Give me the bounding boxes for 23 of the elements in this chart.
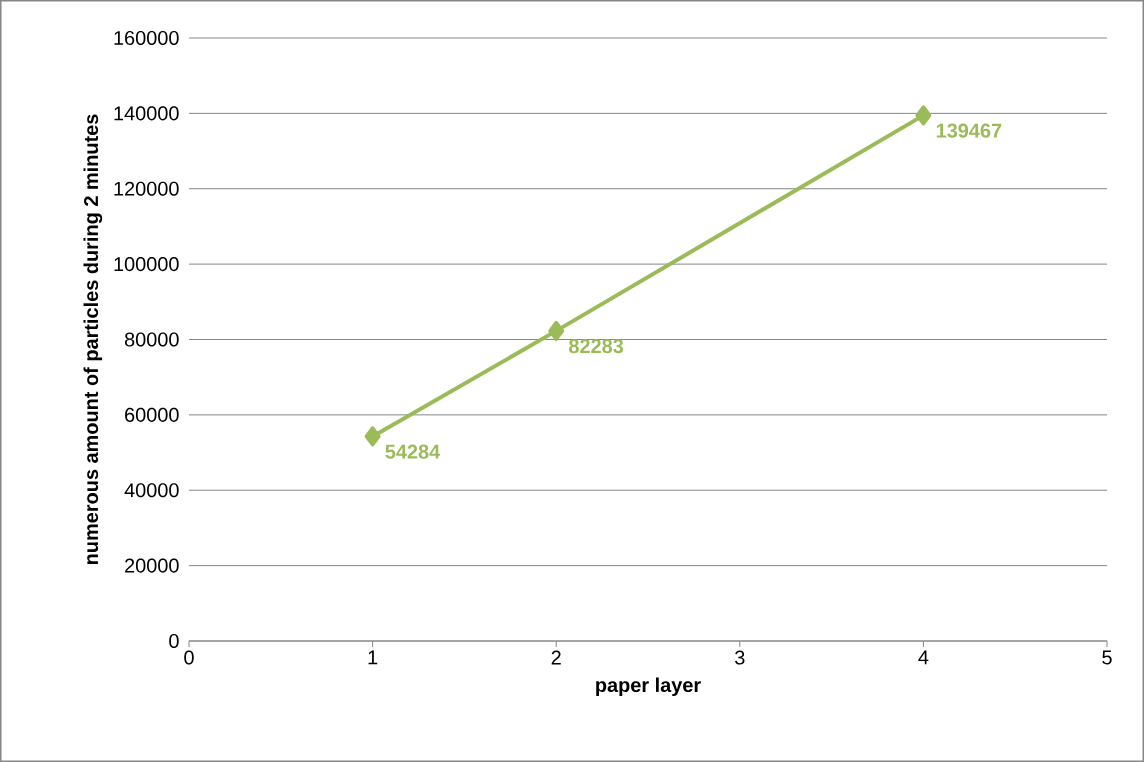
y-tick-label: 80000 [124, 332, 179, 347]
point [915, 105, 932, 126]
x-tick-label: 1 [368, 650, 378, 665]
data-label: 82283 [569, 339, 624, 354]
data-label: 54284 [385, 444, 441, 459]
y-tick-label: 20000 [125, 558, 179, 573]
point [364, 426, 381, 447]
y-tick-label: 120000 [114, 181, 179, 196]
y-tick-label: 60000 [125, 407, 179, 422]
x-tick-label: 2 [551, 650, 561, 665]
x-tick-label: 5 [1102, 650, 1112, 665]
y-tick-label: 100000 [114, 257, 179, 272]
y-tick-label: 40000 [124, 483, 179, 498]
x-axis-title: paper layer [596, 677, 701, 697]
data-label: 139467 [936, 123, 1002, 138]
x-tick-label: 3 [735, 650, 745, 665]
y-tick-label: 140000 [114, 106, 179, 121]
y-tick-label: 160000 [114, 30, 179, 46]
y-tick-label: 0 [169, 633, 179, 649]
point [548, 320, 565, 341]
x-tick-label: 4 [918, 650, 929, 665]
x-tick-label: 0 [184, 650, 194, 665]
y-axis-title: numerous amount of particles during 2 minutes [83, 114, 103, 565]
